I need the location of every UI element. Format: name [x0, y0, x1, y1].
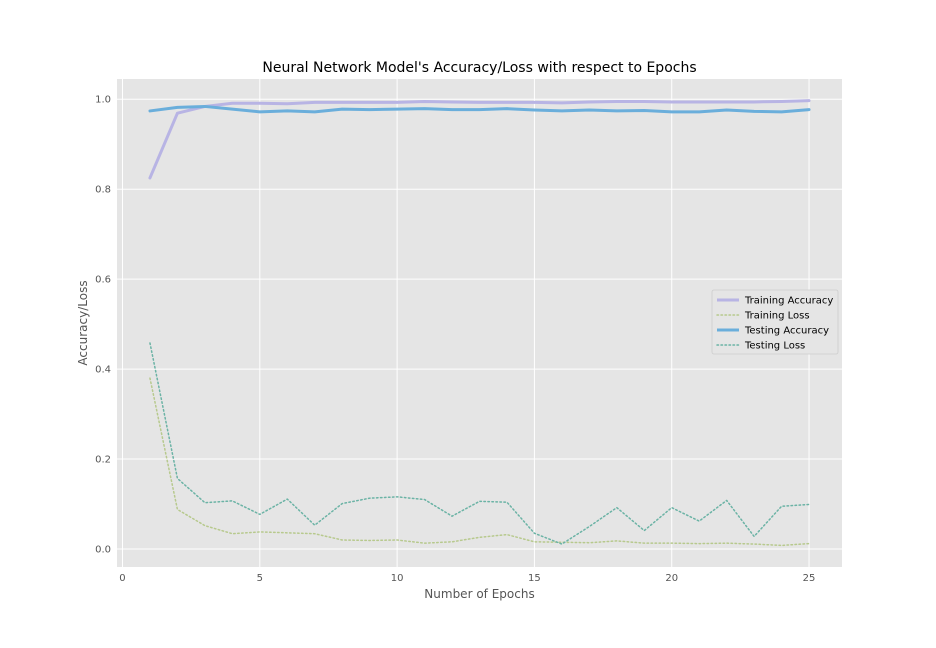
- legend-label: Training Loss: [744, 311, 810, 322]
- series-lines: [148, 99, 811, 547]
- x-tick-label: 20: [665, 573, 678, 584]
- series-line-testing-accuracy: [148, 104, 811, 114]
- y-tick-label: 0.0: [95, 545, 111, 556]
- x-tick-label: 5: [257, 573, 263, 584]
- legend-box: [711, 289, 839, 355]
- legend-label: Testing Accuracy: [744, 326, 829, 337]
- series-line-training-loss: [149, 377, 810, 547]
- x-tick-label: 10: [391, 573, 404, 584]
- tick-labels: 0 5 10 15 20 25 0.0 0.2 0.4 0.6 0.8 1.0: [95, 95, 815, 584]
- x-tick-label: 25: [803, 573, 816, 584]
- y-tick-label: 0.6: [95, 275, 111, 286]
- x-axis-label: Number of Epochs: [424, 587, 534, 601]
- series-line-training-accuracy: [148, 99, 811, 180]
- y-tick-label: 0.4: [95, 365, 111, 376]
- x-tick-label: 0: [119, 573, 125, 584]
- series-line-testing-loss: [149, 342, 810, 545]
- y-tick-label: 0.8: [95, 185, 111, 196]
- legend-label: Testing Loss: [744, 341, 805, 352]
- y-tick-label: 0.2: [95, 455, 111, 466]
- y-tick-label: 1.0: [95, 95, 111, 106]
- legend: Training Accuracy Training Loss Testing Ac…: [711, 289, 839, 355]
- y-axis-label: Accuracy/Loss: [76, 280, 90, 365]
- legend-label: Training Accuracy: [744, 296, 833, 307]
- chart-title: Neural Network Model's Accuracy/Loss wit…: [262, 60, 696, 76]
- x-tick-label: 15: [528, 573, 541, 584]
- grid-lines: [117, 79, 842, 567]
